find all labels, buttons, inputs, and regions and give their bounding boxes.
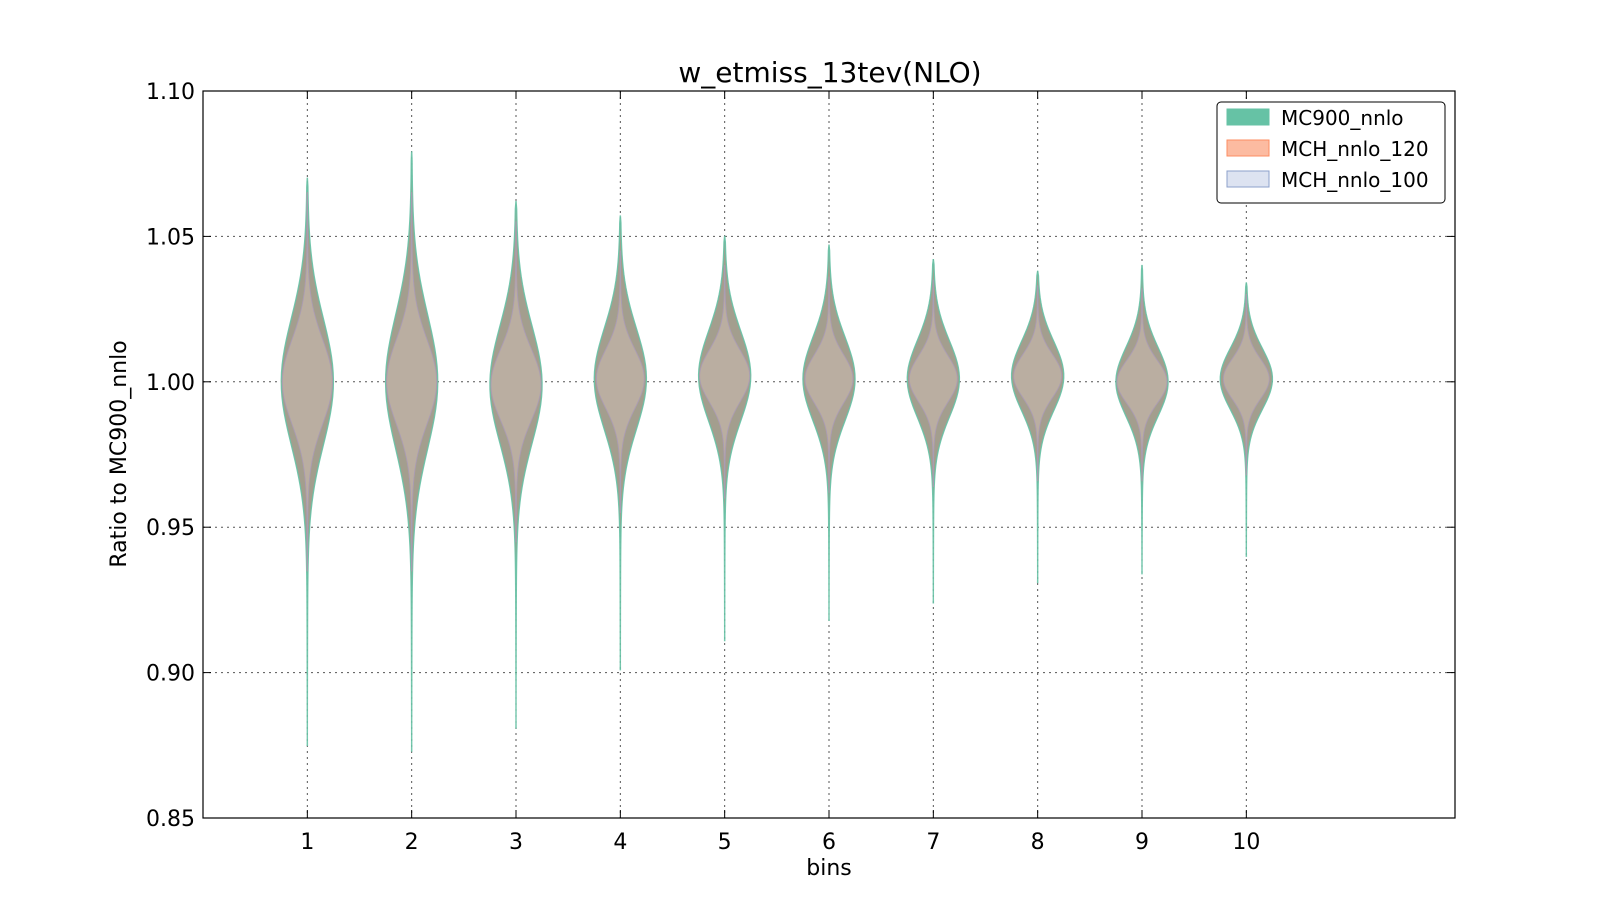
violin-series-MCH_nnlo_100 <box>281 192 1270 572</box>
y-ticks: 0.85 0.90 0.95 1.00 1.05 1.10 <box>146 80 1455 832</box>
violin-MC900_nnlo-bin-3 <box>489 200 543 729</box>
violin-series-MC900_nnlo <box>280 151 1274 752</box>
violin-MC900_nnlo-bin-4 <box>593 215 648 671</box>
violin-MCH_nnlo_100-bin-1 <box>281 192 333 572</box>
y-tick-label: 1.10 <box>146 80 195 105</box>
violin-MC900_nnlo-bin-10 <box>1219 282 1274 557</box>
y-tick-label: 0.95 <box>146 516 195 541</box>
x-tick-label: 7 <box>926 830 940 855</box>
legend-box <box>1216 101 1446 204</box>
violin-MCH_nnlo_100-bin-3 <box>490 221 542 543</box>
violins <box>280 151 1274 752</box>
y-tick-label: 0.85 <box>146 807 195 832</box>
y-axis-label: Ratio to MC900_nnlo <box>107 340 132 567</box>
x-tick-label: 2 <box>405 830 419 855</box>
x-tick-label: 3 <box>509 830 523 855</box>
x-tick-label: 1 <box>300 830 314 855</box>
violin-MCH_nnlo_100-bin-9 <box>1116 288 1168 482</box>
x-ticks: 1 2 3 4 5 6 7 8 9 10 <box>300 91 1260 855</box>
legend-swatch <box>1226 108 1270 126</box>
y-tick-label: 1.00 <box>146 371 195 396</box>
chart-title: w_etmiss_13tev(NLO) <box>678 56 981 89</box>
x-tick-label: 6 <box>822 830 836 855</box>
violin-MCH_nnlo_100-bin-4 <box>595 250 645 514</box>
x-tick-label: 5 <box>718 830 732 855</box>
violin-MC900_nnlo-bin-6 <box>802 244 856 621</box>
x-axis-label: bins <box>806 856 851 881</box>
violin-MC900_nnlo-bin-1 <box>280 177 335 746</box>
violin-MCH_nnlo_100-bin-8 <box>1013 285 1063 482</box>
violin-MC900_nnlo-bin-9 <box>1115 264 1169 575</box>
x-tick-label: 8 <box>1031 830 1045 855</box>
legend-swatch <box>1226 170 1270 188</box>
legend-label: MCH_nnlo_120 <box>1281 137 1429 161</box>
violin-MC900_nnlo-bin-2 <box>384 151 439 752</box>
legend-label: MC900_nnlo <box>1281 106 1404 130</box>
violin-MCH_nnlo_100-bin-2 <box>386 192 438 572</box>
violin-MC900_nnlo-bin-7 <box>906 259 961 604</box>
x-tick-label: 9 <box>1135 830 1149 855</box>
legend-swatch <box>1226 139 1270 157</box>
x-tick-label: 4 <box>613 830 627 855</box>
legend-label: MCH_nnlo_100 <box>1281 168 1429 192</box>
x-tick-label: 10 <box>1232 830 1260 855</box>
violin-MC900_nnlo-bin-8 <box>1010 270 1065 584</box>
y-tick-label: 0.90 <box>146 662 195 687</box>
y-tick-label: 1.05 <box>146 225 195 250</box>
violin-MC900_nnlo-bin-5 <box>697 235 752 642</box>
violin-MCH_nnlo_100-bin-6 <box>804 276 854 493</box>
legend: MC900_nnlo MCH_nnlo_120 MCH_nnlo_100 <box>1216 101 1446 204</box>
violin-MCH_nnlo_100-bin-7 <box>908 279 958 487</box>
violin-MCH_nnlo_100-bin-10 <box>1222 294 1270 476</box>
violin-MCH_nnlo_100-bin-5 <box>699 264 751 499</box>
